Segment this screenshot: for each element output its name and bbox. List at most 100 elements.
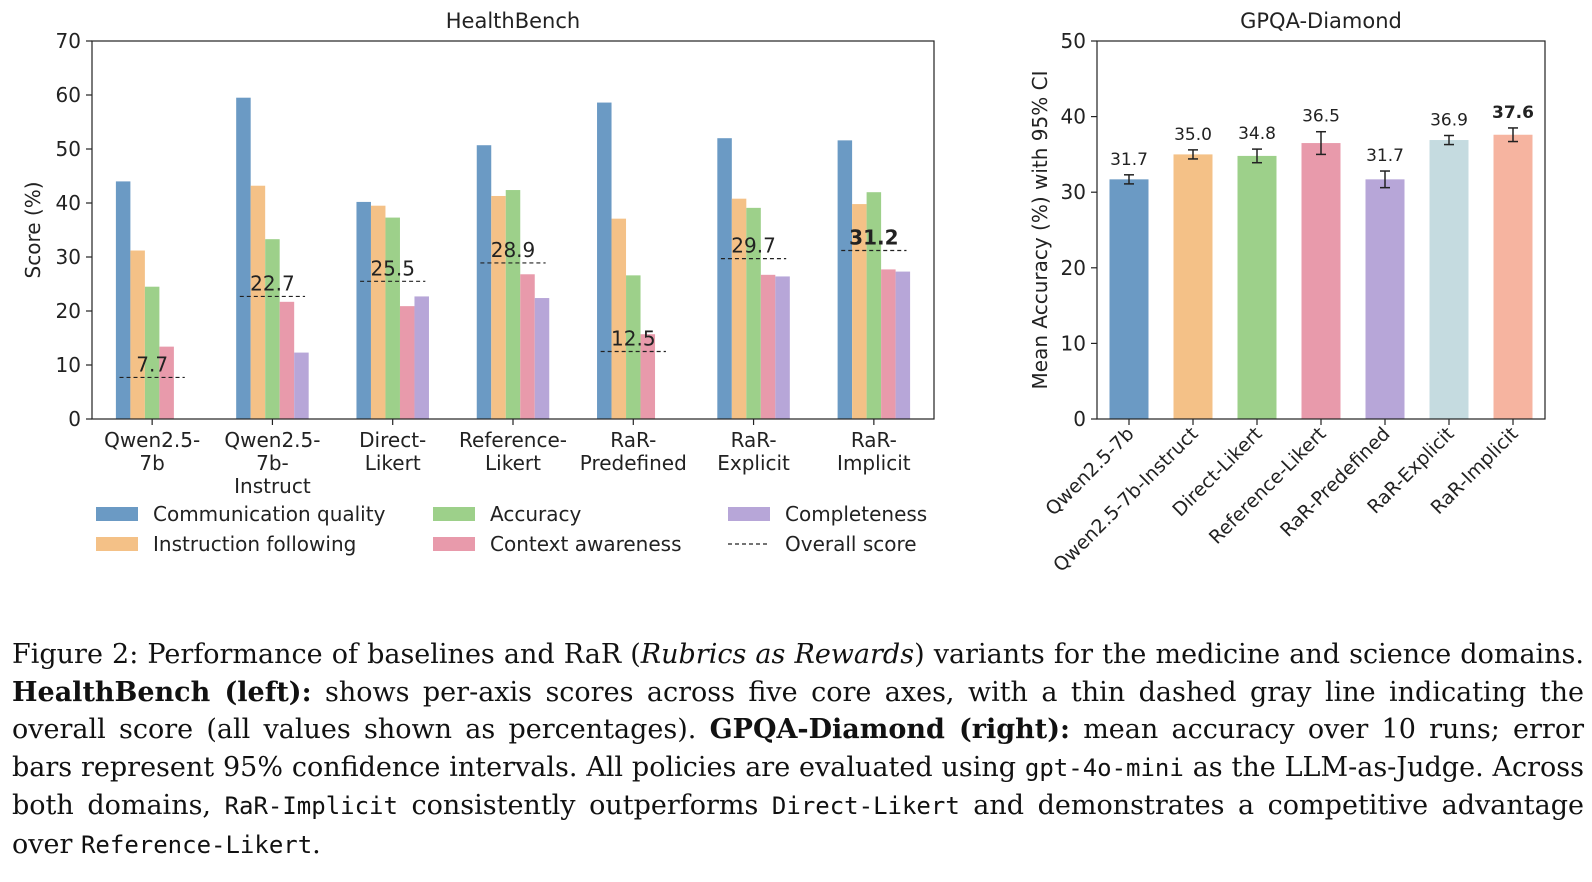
healthbench-title: HealthBench [446, 9, 580, 33]
hb-y-tick-label-50: 50 [56, 137, 81, 161]
overall-label-5: 29.7 [731, 234, 776, 258]
gpqa-bar-rar-explicit [1429, 140, 1469, 419]
bar-context-awareness-4 [640, 334, 656, 419]
bar-communication-quality-3 [476, 145, 492, 419]
gpqa-y-tick-label-50: 50 [1061, 29, 1086, 53]
figure-charts: HealthBench Score (%) 7.7 22.7 25.5 28.9 12.… [21, 9, 1546, 576]
hb-x-tick-label-6-1: Implicit [837, 451, 911, 475]
gpqa-x-tick-label-rar-predefined: RaR-Predefined [1276, 423, 1394, 541]
gpqa-x-tick-label-reference-likert: Reference-Likert [1205, 423, 1331, 549]
bar-accuracy-2 [385, 217, 400, 419]
gpqa-y-tick-label-10: 10 [1061, 331, 1086, 355]
bar-communication-quality-0 [115, 181, 131, 419]
bar-instruction-following-1 [250, 185, 266, 419]
hb-x-tick-label-5-0: RaR- [731, 428, 777, 452]
bar-context-awareness-3 [520, 274, 535, 419]
gpqa-bar-direct-likert [1237, 155, 1277, 420]
gpqa-diamond-chart: GPQA-Diamond Mean Accuracy (%) with 95% … [1028, 9, 1546, 576]
gpqa-bar-qwen2-5-7b-instruct [1173, 154, 1213, 419]
gpqa-y-axis-label: Mean Accuracy (%) with 95% CI [1028, 71, 1052, 390]
bar-completeness-5 [775, 276, 790, 419]
hb-x-tick-label-6-0: RaR- [851, 428, 897, 452]
caption-judge-text: as the LLM-as-Judge. Across both domains… [12, 751, 1585, 822]
hb-x-tick-label-0-0: Qwen2.5- [104, 428, 200, 452]
hb-x-tick-label-5-1: Explicit [717, 451, 790, 475]
hb-x-tick-label-2-1: Likert [365, 451, 421, 475]
bar-accuracy-6 [866, 192, 882, 419]
bar-communication-quality-6 [837, 140, 853, 420]
bar-communication-quality-5 [717, 138, 732, 419]
legend-label-accuracy: Accuracy [490, 502, 581, 526]
bar-context-awareness-1 [279, 301, 295, 419]
bar-completeness-6 [895, 271, 911, 419]
hb-y-tick-label-0: 0 [68, 407, 81, 431]
gpqa-y-tick-label-0: 0 [1073, 407, 1086, 431]
hb-y-tick-label-30: 30 [56, 245, 81, 269]
bar-completeness-3 [534, 298, 550, 419]
bar-accuracy-5 [746, 207, 761, 419]
hb-x-tick-label-4-0: RaR- [610, 428, 656, 452]
caption-intro: ) variants for the medicine and science … [914, 639, 1584, 670]
bar-completeness-1 [294, 352, 309, 419]
legend-label-instruction-following: Instruction following [153, 532, 356, 556]
hb-x-tick-label-0-1: 7b [139, 451, 164, 475]
caption-rar-implicit: RaR-Implicit [224, 792, 398, 820]
bar-instruction-following-4 [611, 218, 627, 419]
healthbench-y-axis-label: Score (%) [21, 182, 45, 279]
bar-communication-quality-2 [356, 201, 371, 419]
healthbench-chart: HealthBench Score (%) 7.7 22.7 25.5 28.9 12.… [21, 9, 935, 556]
bar-communication-quality-1 [236, 97, 251, 419]
gpqa-y-tick-label-30: 30 [1061, 180, 1086, 204]
caption-direct-likert: Direct-Likert [771, 792, 960, 820]
bar-context-awareness-2 [399, 306, 415, 419]
bar-instruction-following-6 [852, 204, 867, 419]
overall-label-3: 28.9 [491, 238, 536, 262]
bar-instruction-following-5 [731, 198, 747, 419]
legend-label-overall-score: Overall score [785, 532, 917, 556]
bar-accuracy-0 [144, 286, 160, 419]
hb-x-tick-label-1-1: 7b- [256, 451, 289, 475]
hb-x-tick-label-1-2: Instruct [234, 474, 311, 498]
overall-label-0: 7.7 [136, 352, 168, 376]
legend-swatch-completeness [728, 507, 770, 521]
gpqa-bar-rar-predefined [1365, 179, 1405, 419]
bar-accuracy-1 [265, 239, 280, 419]
gpqa-value-label-3: 36.5 [1302, 107, 1340, 127]
bar-context-awareness-6 [881, 269, 896, 419]
caption-reference-likert: Reference-Likert [80, 830, 313, 859]
hb-x-tick-label-1-0: Qwen2.5- [224, 428, 320, 452]
gpqa-title: GPQA-Diamond [1240, 9, 1402, 33]
hb-x-tick-label-2-0: Direct- [359, 428, 426, 452]
hb-y-tick-label-60: 60 [56, 83, 81, 107]
legend-swatch-communication-quality [96, 507, 138, 521]
legend-label-completeness: Completeness [785, 502, 927, 526]
bar-accuracy-3 [505, 190, 521, 419]
caption-gpqa-text: mean accuracy over 10 runs; error bars r… [12, 714, 1584, 783]
caption-outperforms: consistently outperforms [397, 790, 772, 821]
gpqa-value-label-5: 36.9 [1430, 111, 1468, 131]
caption-healthbench-label: HealthBench (left): [12, 676, 312, 708]
caption-figure-label: Figure 2: Performance of baselines and R… [12, 639, 641, 670]
overall-label-4: 12.5 [611, 327, 656, 351]
bar-instruction-following-2 [370, 205, 386, 419]
caption-end: . [312, 828, 321, 860]
gpqa-y-tick-label-40: 40 [1061, 105, 1086, 129]
bar-instruction-following-0 [130, 250, 145, 419]
hb-y-tick-label-40: 40 [56, 191, 81, 215]
caption-healthbench-text: shows per-axis scores across five core a… [12, 676, 1584, 746]
legend-label-context-awareness: Context awareness [490, 532, 681, 556]
overall-label-6: 31.2 [849, 226, 898, 250]
bar-context-awareness-0 [159, 346, 174, 419]
overall-label-2: 25.5 [370, 256, 415, 280]
gpqa-value-label-0: 31.7 [1110, 150, 1148, 170]
hb-x-tick-label-3-1: Likert [485, 451, 541, 475]
hb-y-tick-label-10: 10 [56, 353, 81, 377]
gpqa-bar-rar-implicit [1493, 134, 1533, 419]
legend-swatch-instruction-following [96, 537, 138, 551]
legend-swatch-accuracy [433, 507, 475, 521]
gpqa-value-label-4: 31.7 [1366, 146, 1404, 166]
caption-judge-model: gpt-4o-mini [1024, 753, 1184, 782]
gpqa-value-label-6: 37.6 [1492, 103, 1534, 123]
bar-accuracy-4 [626, 275, 641, 419]
legend-label-communication-quality: Communication quality [153, 502, 386, 526]
